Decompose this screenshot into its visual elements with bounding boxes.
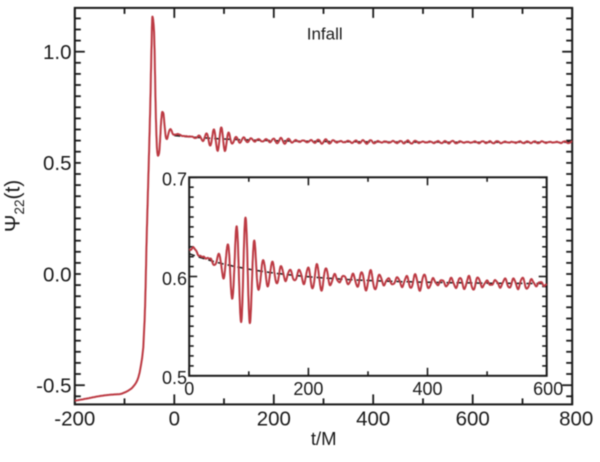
svg-text:0.7: 0.7 bbox=[162, 170, 187, 190]
svg-text:0.5: 0.5 bbox=[43, 152, 72, 175]
svg-text:600: 600 bbox=[456, 408, 490, 431]
svg-text:0.0: 0.0 bbox=[43, 263, 72, 286]
svg-text:1.0: 1.0 bbox=[43, 41, 72, 64]
svg-text:Infall: Infall bbox=[307, 24, 343, 43]
svg-text:600: 600 bbox=[533, 379, 563, 399]
svg-text:t/M: t/M bbox=[311, 428, 337, 449]
svg-text:0.5: 0.5 bbox=[162, 368, 187, 388]
svg-text:800: 800 bbox=[559, 408, 593, 431]
svg-text:-0.5: -0.5 bbox=[36, 375, 71, 398]
svg-text:-200: -200 bbox=[54, 408, 95, 431]
svg-text:200: 200 bbox=[257, 408, 291, 431]
svg-text:0: 0 bbox=[169, 408, 180, 431]
svg-text:0.6: 0.6 bbox=[162, 269, 187, 289]
svg-text:400: 400 bbox=[356, 408, 390, 431]
svg-text:200: 200 bbox=[293, 379, 323, 399]
svg-text:0: 0 bbox=[184, 379, 194, 399]
svg-text:400: 400 bbox=[412, 379, 442, 399]
